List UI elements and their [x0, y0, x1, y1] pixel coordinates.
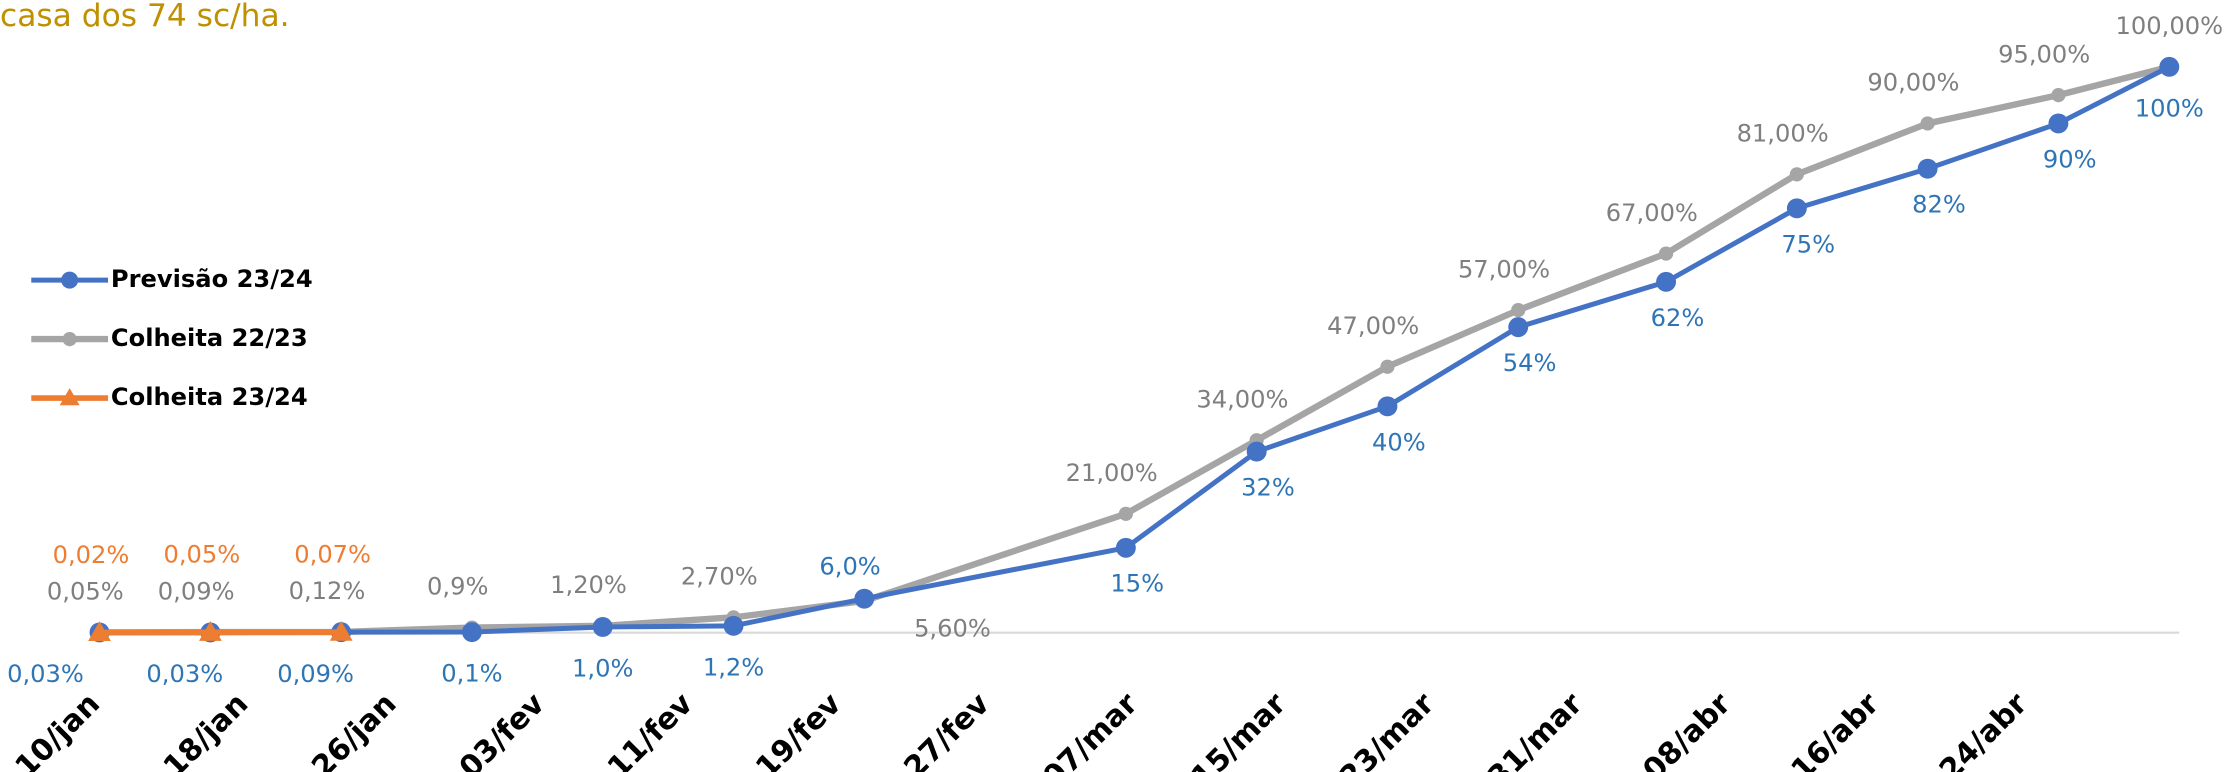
data-label: 21,00% — [1066, 459, 1158, 487]
marker — [2159, 56, 2180, 77]
data-label: 0,05% — [163, 541, 240, 569]
data-label: 90,00% — [1867, 69, 1959, 97]
marker — [1786, 198, 1807, 219]
data-label: 0,03% — [7, 660, 84, 688]
data-label: 0,09% — [158, 577, 235, 605]
x-tick-label: 10/jan — [9, 686, 107, 772]
marker — [1377, 396, 1398, 417]
x-tick-label: 19/fev — [749, 686, 848, 772]
marker — [1508, 317, 1529, 338]
data-label: 81,00% — [1737, 120, 1829, 148]
x-tick-label: 27/fev — [897, 686, 996, 772]
marker — [2051, 88, 2066, 103]
data-label: 2,70% — [681, 563, 758, 591]
data-label: 0,1% — [441, 660, 502, 688]
data-label: 1,0% — [572, 655, 633, 683]
marker — [723, 615, 744, 636]
data-label: 75% — [1781, 230, 1835, 258]
data-label: 5,60% — [914, 614, 991, 642]
legend-label: Previsão 23/24 — [111, 265, 313, 293]
marker — [1115, 537, 1136, 558]
data-label: 0,05% — [47, 578, 124, 606]
x-tick-label: 26/jan — [305, 686, 403, 772]
data-label: 0,9% — [427, 573, 488, 601]
legend-label: Colheita 23/24 — [111, 383, 308, 411]
data-label: 47,00% — [1327, 312, 1419, 340]
data-label: 1,2% — [703, 653, 764, 681]
x-tick-label: 31/mar — [1481, 686, 1590, 772]
data-label: 15% — [1110, 570, 1164, 598]
marker — [2048, 113, 2069, 134]
x-tick-label: 03/fev — [453, 686, 552, 772]
series-line — [99, 64, 2171, 635]
marker — [329, 620, 353, 641]
legend-label: Colheita 22/23 — [111, 324, 308, 352]
marker — [1118, 506, 1133, 521]
marker — [1917, 158, 1938, 179]
data-label: 57,00% — [1458, 255, 1550, 283]
marker — [1380, 359, 1395, 374]
marker — [462, 622, 482, 643]
x-tick-label: 11/fev — [601, 686, 700, 772]
data-label: 0,07% — [294, 540, 371, 568]
data-label: 32% — [1241, 474, 1295, 502]
data-label: 54% — [1503, 349, 1557, 377]
marker — [1511, 303, 1526, 318]
marker — [592, 617, 613, 637]
data-label: 67,00% — [1606, 199, 1698, 227]
marker — [1658, 246, 1674, 261]
data-label: 0,09% — [277, 660, 354, 688]
data-label: 90% — [2043, 145, 2097, 173]
marker — [854, 588, 875, 609]
x-tick-label: 23/mar — [1333, 686, 1442, 772]
x-tick-label: 18/jan — [157, 686, 255, 772]
chart-title: casa dos 74 sc/ha. — [0, 0, 290, 34]
x-tick-label: 07/mar — [1036, 686, 1145, 772]
x-tick-label: 16/abr — [1785, 686, 1887, 772]
legend-marker — [61, 271, 79, 289]
marker — [88, 621, 111, 642]
data-label: 6,0% — [819, 552, 880, 580]
marker — [1920, 116, 1935, 131]
data-label: 34,00% — [1196, 385, 1288, 413]
data-label: 1,20% — [550, 571, 627, 599]
legend-marker — [59, 388, 80, 406]
x-tick-label: 15/mar — [1185, 686, 1294, 772]
data-label: 100% — [2135, 95, 2204, 123]
data-label: 40% — [1372, 428, 1426, 456]
marker — [1789, 167, 1804, 182]
data-label: 82% — [1912, 191, 1966, 219]
data-label: 62% — [1651, 304, 1705, 332]
data-label: 0,02% — [53, 541, 130, 569]
x-tick-label: 08/abr — [1636, 686, 1738, 772]
data-label: 0,03% — [146, 660, 223, 688]
x-tick-label: 24/abr — [1933, 686, 2035, 772]
legend-marker — [62, 331, 77, 347]
marker — [1656, 271, 1677, 292]
marker — [1246, 441, 1267, 462]
data-label: 100,00% — [2116, 12, 2223, 40]
data-label: 0,12% — [289, 577, 366, 605]
data-label: 95,00% — [1998, 40, 2090, 68]
marker — [199, 620, 222, 641]
